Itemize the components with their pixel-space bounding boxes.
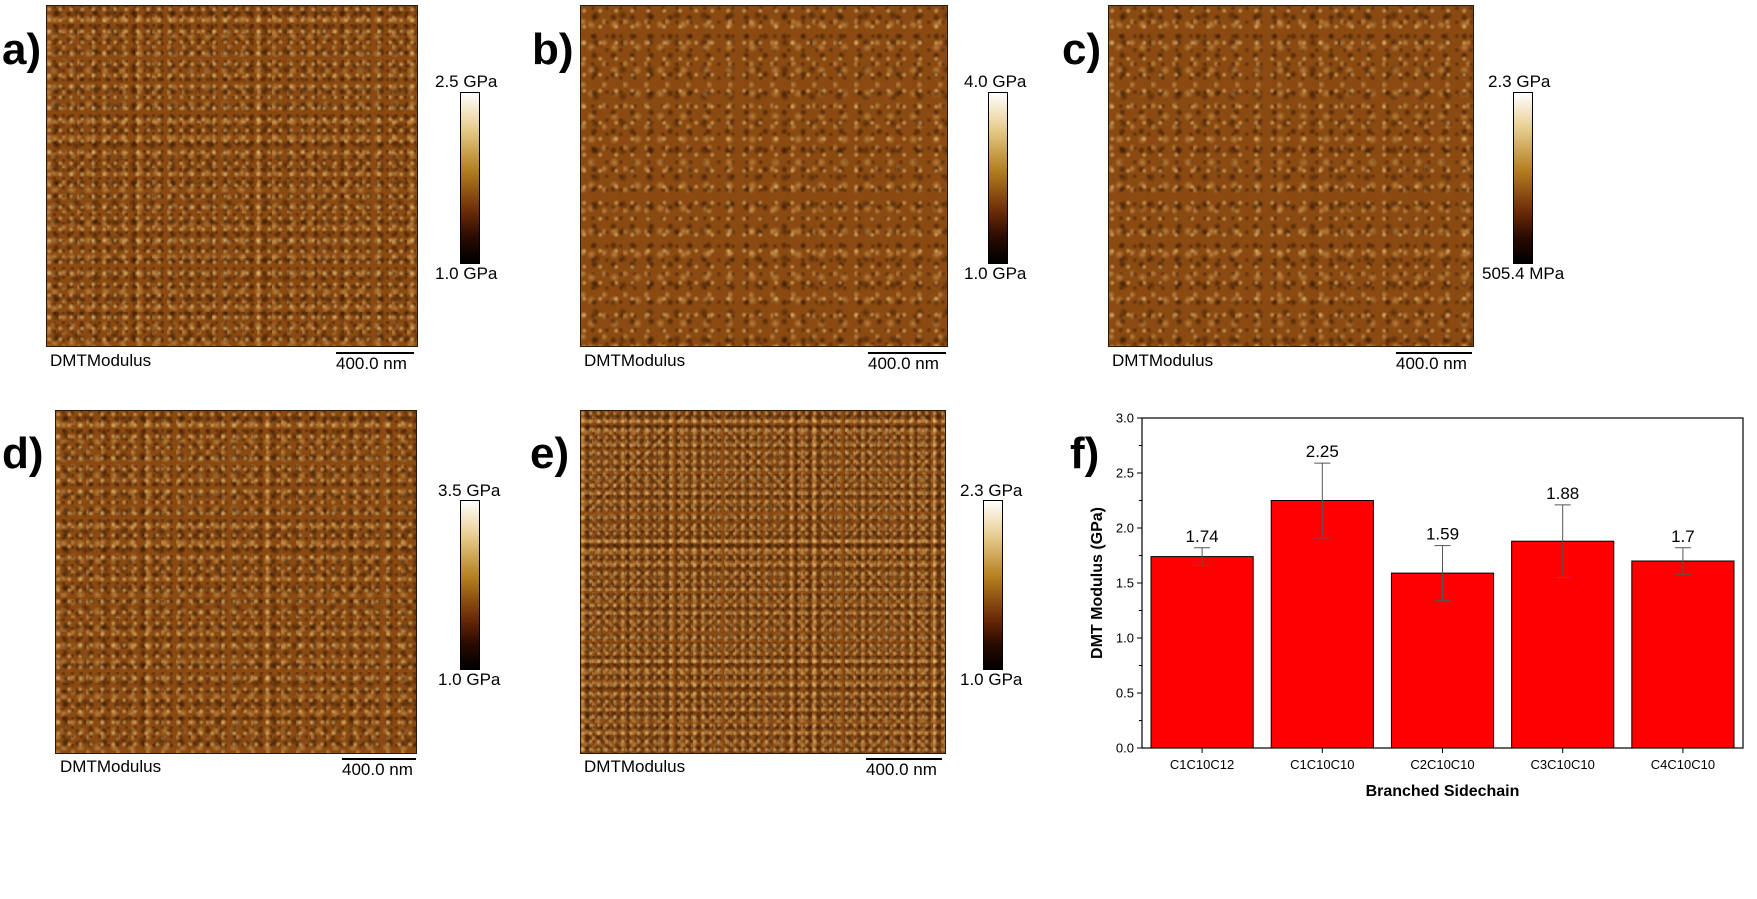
bar-c1c10c12 [1150, 556, 1254, 749]
afm-image-e [580, 410, 946, 754]
colorbar-max-c: 2.3 GPa [1488, 72, 1551, 91]
x-tick-label: C4C10C10 [1651, 757, 1715, 772]
colorbar-a [460, 92, 480, 264]
afm-image-b [580, 5, 948, 347]
x-tick-label: C1C10C12 [1170, 757, 1234, 772]
scale-text-e: 400.0 nm [866, 760, 937, 779]
colorbar-min-c: 505.4 MPa [1482, 264, 1565, 283]
colorbar-min-d: 1.0 GPa [438, 670, 501, 689]
colorbar-min-e: 1.0 GPa [960, 670, 1023, 689]
scale-bar-c [1396, 352, 1472, 354]
scale-text-b: 400.0 nm [868, 354, 939, 373]
afm-image-d [55, 410, 417, 754]
y-tick-label: 0.5 [1116, 686, 1134, 701]
y-tick-label: 3.0 [1116, 411, 1134, 426]
data-label: 1.74 [1186, 527, 1219, 546]
data-label: 1.59 [1426, 525, 1459, 544]
bar-chart: 1.74 C1C10C12 2.25 C1C10C10 1.59 C2C10C10 1.88… [1089, 411, 1744, 800]
data-label: 1.88 [1546, 484, 1579, 503]
x-tick-label: C3C10C10 [1531, 757, 1595, 772]
bar-c4c10c10 [1631, 560, 1735, 749]
scale-bar-b [868, 352, 946, 354]
panel-letter-a: a) [2, 25, 42, 74]
afm-label-e: DMTModulus [584, 757, 686, 776]
panel-letter-b: b) [532, 25, 574, 74]
scale-text-a: 400.0 nm [336, 354, 407, 373]
colorbar-min-a: 1.0 GPa [435, 264, 498, 283]
colorbar-c [1513, 92, 1533, 264]
colorbar-min-b: 1.0 GPa [964, 264, 1027, 283]
y-tick-label: 2.5 [1116, 466, 1134, 481]
colorbar-max-a: 2.5 GPa [435, 72, 498, 91]
bar-c2c10c10 [1390, 572, 1495, 749]
y-tick-label: 1.5 [1116, 576, 1134, 591]
y-tick-label: 1.0 [1116, 631, 1134, 646]
panel-letter-d: d) [2, 429, 44, 478]
colorbar-e [983, 500, 1003, 670]
y-axis-label: DMT Modulus (GPa) [1089, 507, 1106, 659]
y-tick-label: 2.0 [1116, 521, 1134, 536]
scale-bar-d [342, 758, 416, 760]
afm-label-b: DMTModulus [584, 351, 686, 370]
colorbar-max-b: 4.0 GPa [964, 72, 1027, 91]
afm-image-c [1108, 5, 1474, 347]
x-tick-label: C2C10C10 [1410, 757, 1474, 772]
scale-text-c: 400.0 nm [1396, 354, 1467, 373]
panel-letter-f: f) [1070, 429, 1100, 478]
scale-text-d: 400.0 nm [342, 760, 413, 779]
colorbar-b [988, 92, 1008, 264]
panel-letter-e: e) [530, 429, 570, 478]
afm-image-a [46, 5, 418, 347]
scale-bar-a [336, 352, 414, 354]
data-label: 1.7 [1671, 527, 1695, 546]
panel-letter-c: c) [1062, 25, 1102, 74]
x-axis-label: Branched Sidechain [1366, 783, 1520, 800]
y-tick-label: 0.0 [1116, 741, 1134, 756]
colorbar-d [460, 500, 480, 670]
x-tick-label: C1C10C10 [1290, 757, 1354, 772]
data-label: 2.25 [1306, 442, 1339, 461]
colorbar-max-e: 2.3 GPa [960, 481, 1023, 500]
colorbar-max-d: 3.5 GPa [438, 481, 501, 500]
afm-label-a: DMTModulus [50, 351, 152, 370]
scale-bar-e [866, 758, 942, 760]
afm-label-c: DMTModulus [1112, 351, 1214, 370]
afm-label-d: DMTModulus [60, 757, 162, 776]
